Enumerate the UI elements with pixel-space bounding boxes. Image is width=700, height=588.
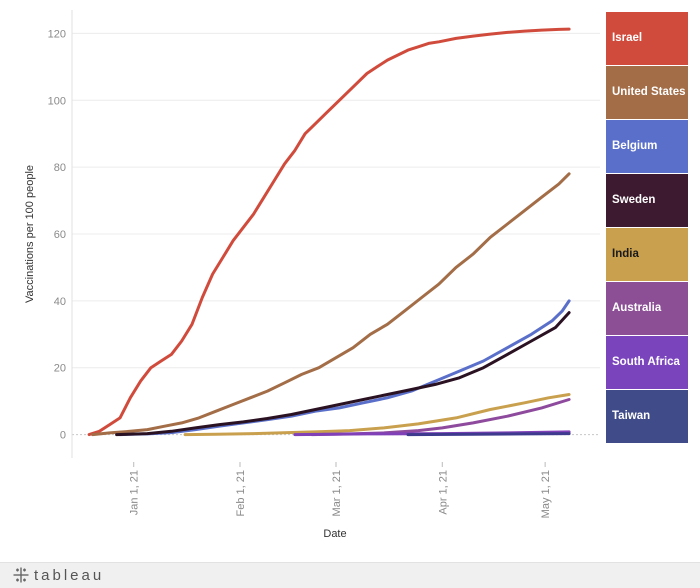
legend-item-taiwan[interactable]: Taiwan: [606, 390, 688, 443]
legend-label: India: [612, 248, 639, 261]
legend-item-australia[interactable]: Australia: [606, 282, 688, 335]
series-line-united-states[interactable]: [91, 172, 571, 437]
x-tick-label: Feb 1, 21: [235, 470, 247, 516]
y-tick-label: 100: [48, 95, 66, 107]
y-tick-label: 40: [54, 296, 66, 308]
grid-lines: [71, 10, 600, 458]
legend-label: South Africa: [612, 356, 680, 369]
legend-item-india[interactable]: India: [606, 228, 688, 281]
y-tick-label: 20: [54, 363, 66, 375]
y-axis-ticks: 0 20 40 60 80 100 120: [48, 28, 66, 441]
line-chart: 0 20 40 60 80 100 120 Jan 1, 21 Feb 1, 21 Mar 1,…: [24, 10, 600, 540]
legend-label: United States: [612, 86, 686, 99]
legend-item-belgium[interactable]: Belgium: [606, 120, 688, 173]
series-line-israel[interactable]: [87, 27, 571, 437]
legend-item-united-states[interactable]: United States: [606, 66, 688, 119]
y-tick-label: 0: [60, 430, 66, 442]
x-axis-ticks: Jan 1, 21 Feb 1, 21 Mar 1, 21 Apr 1, 21 May …: [129, 462, 552, 518]
legend: Israel United States Belgium Sweden India Aus…: [606, 12, 688, 444]
x-tick-label: May 1, 21: [540, 470, 552, 518]
footer-bar: tableau: [0, 562, 700, 588]
series-line-taiwan[interactable]: [406, 432, 571, 437]
legend-item-israel[interactable]: Israel: [606, 12, 688, 65]
series-line-belgium[interactable]: [118, 299, 571, 437]
tableau-logo[interactable]: tableau: [12, 566, 104, 584]
y-tick-label: 120: [48, 28, 66, 40]
series-lines: [87, 27, 571, 437]
x-tick-label: Mar 1, 21: [331, 470, 343, 516]
y-tick-label: 60: [54, 229, 66, 241]
legend-label: Australia: [612, 302, 662, 315]
legend-label: Belgium: [612, 140, 658, 153]
y-tick-label: 80: [54, 162, 66, 174]
tableau-wordmark: tableau: [34, 566, 105, 584]
tableau-logo-icon: [13, 567, 29, 583]
legend-label: Taiwan: [612, 410, 651, 423]
legend-item-south-africa[interactable]: South Africa: [606, 336, 688, 389]
x-axis-title: Date: [323, 528, 346, 540]
series-line-sweden[interactable]: [115, 311, 571, 437]
x-tick-label: Jan 1, 21: [129, 470, 141, 515]
x-tick-label: Apr 1, 21: [437, 470, 449, 515]
legend-item-sweden[interactable]: Sweden: [606, 174, 688, 227]
legend-label: Sweden: [612, 194, 656, 207]
series-line-india[interactable]: [183, 393, 571, 437]
legend-label: Israel: [612, 32, 643, 45]
y-axis-title: Vaccinations per 100 people: [24, 165, 36, 303]
